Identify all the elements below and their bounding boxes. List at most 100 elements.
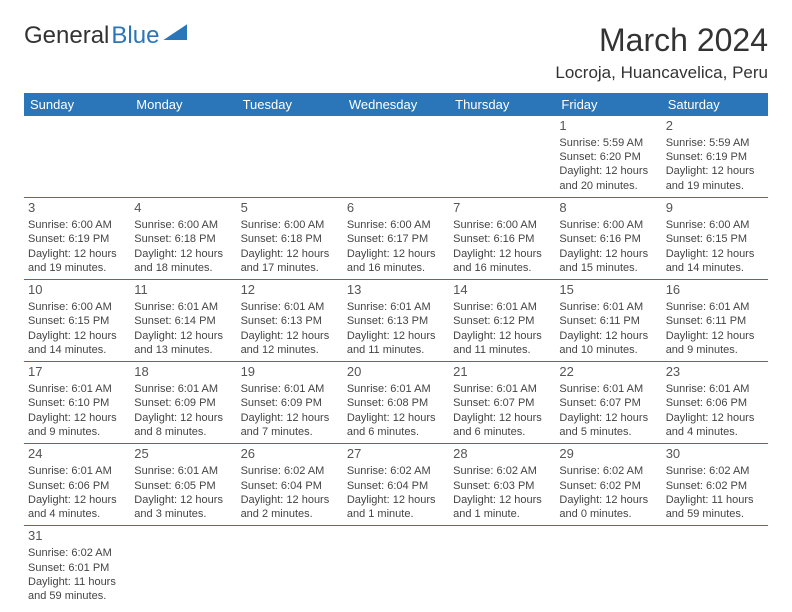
day-number: 7 xyxy=(453,200,551,217)
day-detail: Sunrise: 6:00 AM xyxy=(559,218,657,232)
day-detail: Daylight: 12 hours xyxy=(559,411,657,425)
day-detail: Sunset: 6:07 PM xyxy=(453,396,551,410)
day-number: 2 xyxy=(666,118,764,135)
day-detail: Sunset: 6:02 PM xyxy=(559,479,657,493)
calendar-day-empty xyxy=(449,526,555,608)
calendar-week: 24Sunrise: 6:01 AMSunset: 6:06 PM Dayligh… xyxy=(24,444,768,526)
day-detail: Sunrise: 6:01 AM xyxy=(134,300,232,314)
day-number: 6 xyxy=(347,200,445,217)
day-detail: Daylight: 12 hours xyxy=(28,329,126,343)
day-detail: and 2 minutes. xyxy=(241,507,339,521)
day-detail: Daylight: 11 hours xyxy=(28,575,126,589)
day-detail: Sunset: 6:06 PM xyxy=(28,479,126,493)
day-number: 17 xyxy=(28,364,126,381)
calendar-week: 17 Sunrise: 6:01 AM Sunset: 6:10 PM Dayligh… xyxy=(24,362,768,444)
day-detail: Sunset: 6:02 PM xyxy=(666,479,764,493)
day-detail: Daylight: 12 hours xyxy=(134,247,232,261)
day-number: 8 xyxy=(559,200,657,217)
day-detail: Sunset: 6:15 PM xyxy=(666,232,764,246)
calendar-day: 23Sunrise: 6:01 AMSunset: 6:06 PMDayligh… xyxy=(662,362,768,444)
day-detail: Daylight: 12 hours xyxy=(559,164,657,178)
day-detail: and 11 minutes. xyxy=(347,343,445,357)
calendar-day: 20Sunrise: 6:01 AMSunset: 6:08 PMDayligh… xyxy=(343,362,449,444)
day-header: Saturday xyxy=(662,93,768,116)
day-detail: Sunset: 6:07 PM xyxy=(559,396,657,410)
day-detail: Sunset: 6:11 PM xyxy=(559,314,657,328)
day-detail: Sunset: 6:17 PM xyxy=(347,232,445,246)
day-detail: Sunset: 6:10 PM xyxy=(28,396,126,410)
calendar-week: 31Sunrise: 6:02 AMSunset: 6:01 PMDayligh… xyxy=(24,526,768,608)
day-detail: Sunrise: 6:01 AM xyxy=(28,464,126,478)
calendar-day: 17Sunrise: 6:01 AMSunset: 6:10 PMDayligh… xyxy=(24,362,130,444)
day-detail: Sunset: 6:12 PM xyxy=(453,314,551,328)
day-number: 30 xyxy=(666,446,764,463)
day-number: 24 xyxy=(28,446,126,463)
day-detail: and 4 minutes. xyxy=(28,507,126,521)
calendar-day-empty xyxy=(237,116,343,198)
day-detail: and 4 minutes. xyxy=(666,425,764,439)
day-detail: Sunset: 6:09 PM xyxy=(134,396,232,410)
calendar-day: 30Sunrise: 6:02 AMSunset: 6:02 PMDayligh… xyxy=(662,444,768,526)
calendar-day-empty xyxy=(662,526,768,608)
month-title: March 2024 xyxy=(555,22,768,59)
calendar-day: 7Sunrise: 6:00 AMSunset: 6:16 PMDaylight… xyxy=(449,198,555,280)
day-detail: Daylight: 12 hours xyxy=(347,493,445,507)
day-detail: Sunrise: 6:01 AM xyxy=(453,300,551,314)
day-detail: Sunrise: 6:01 AM xyxy=(559,300,657,314)
logo-text-general: General xyxy=(24,22,109,50)
day-detail: Daylight: 12 hours xyxy=(666,164,764,178)
day-detail: Sunset: 6:15 PM xyxy=(28,314,126,328)
day-detail: and 11 minutes. xyxy=(453,343,551,357)
day-detail: Daylight: 12 hours xyxy=(666,329,764,343)
calendar-day: 1Sunrise: 5:59 AMSunset: 6:20 PMDaylight… xyxy=(555,116,661,198)
day-number: 12 xyxy=(241,282,339,299)
day-detail: Daylight: 12 hours xyxy=(453,493,551,507)
calendar-day-empty xyxy=(24,116,130,198)
day-detail: and 12 minutes. xyxy=(241,343,339,357)
day-detail: Sunrise: 6:01 AM xyxy=(666,382,764,396)
day-detail: Daylight: 12 hours xyxy=(453,411,551,425)
calendar-day: 14Sunrise: 6:01 AMSunset: 6:12 PMDayligh… xyxy=(449,280,555,362)
day-detail: and 14 minutes. xyxy=(28,343,126,357)
day-detail: and 10 minutes. xyxy=(559,343,657,357)
day-detail: Sunset: 6:16 PM xyxy=(453,232,551,246)
calendar-body: 1Sunrise: 5:59 AMSunset: 6:20 PMDaylight… xyxy=(24,116,768,607)
day-detail: Sunset: 6:03 PM xyxy=(453,479,551,493)
calendar-week: 1Sunrise: 5:59 AMSunset: 6:20 PMDaylight… xyxy=(24,116,768,198)
day-detail: Sunset: 6:06 PM xyxy=(666,396,764,410)
calendar-day: 19Sunrise: 6:01 AMSunset: 6:09 PMDayligh… xyxy=(237,362,343,444)
day-number: 14 xyxy=(453,282,551,299)
calendar-day: 18Sunrise: 6:01 AMSunset: 6:09 PMDayligh… xyxy=(130,362,236,444)
day-number: 26 xyxy=(241,446,339,463)
calendar-day: 5Sunrise: 6:00 AMSunset: 6:18 PMDaylight… xyxy=(237,198,343,280)
day-detail: Sunrise: 6:02 AM xyxy=(666,464,764,478)
calendar-day: 8Sunrise: 6:00 AMSunset: 6:16 PMDaylight… xyxy=(555,198,661,280)
day-number: 4 xyxy=(134,200,232,217)
day-detail: Sunrise: 6:02 AM xyxy=(347,464,445,478)
day-detail: Daylight: 12 hours xyxy=(347,411,445,425)
day-number: 16 xyxy=(666,282,764,299)
day-header: Sunday xyxy=(24,93,130,116)
day-number: 11 xyxy=(134,282,232,299)
day-detail: and 20 minutes. xyxy=(559,179,657,193)
calendar-day-empty xyxy=(449,116,555,198)
logo: GeneralBlue xyxy=(24,22,187,50)
day-detail: and 14 minutes. xyxy=(666,261,764,275)
calendar-table: SundayMondayTuesdayWednesdayThursdayFrid… xyxy=(24,93,768,607)
day-detail: Daylight: 12 hours xyxy=(28,247,126,261)
day-detail: Sunset: 6:04 PM xyxy=(347,479,445,493)
day-detail: Daylight: 12 hours xyxy=(453,247,551,261)
day-detail: Sunset: 6:01 PM xyxy=(28,561,126,575)
calendar-day: 9Sunrise: 6:00 AMSunset: 6:15 PMDaylight… xyxy=(662,198,768,280)
calendar-day: 12Sunrise: 6:01 AMSunset: 6:13 PMDayligh… xyxy=(237,280,343,362)
day-detail: Sunrise: 6:01 AM xyxy=(241,300,339,314)
day-detail: and 19 minutes. xyxy=(28,261,126,275)
day-detail: Sunrise: 5:59 AM xyxy=(666,136,764,150)
day-detail: and 16 minutes. xyxy=(453,261,551,275)
calendar-day-empty xyxy=(237,526,343,608)
day-detail: Sunrise: 6:00 AM xyxy=(453,218,551,232)
day-detail: Daylight: 12 hours xyxy=(559,247,657,261)
day-detail: Daylight: 12 hours xyxy=(347,247,445,261)
day-detail: Sunrise: 6:00 AM xyxy=(28,300,126,314)
calendar-day: 13Sunrise: 6:01 AMSunset: 6:13 PMDayligh… xyxy=(343,280,449,362)
